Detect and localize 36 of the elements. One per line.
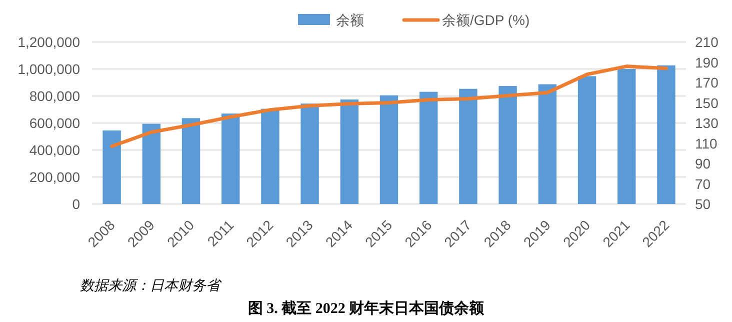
source-note: 数据来源：日本财务省 — [80, 277, 222, 293]
caption: 图 3. 截至 2022 财年末日本国债余额 — [248, 299, 486, 317]
y-tick-label: 400,000 — [29, 142, 80, 158]
bar — [142, 124, 161, 204]
bar — [102, 130, 121, 204]
bar — [261, 108, 280, 204]
y2-tick-label: 210 — [695, 34, 719, 50]
bar — [419, 92, 438, 204]
y-tick-label: 0 — [72, 196, 80, 212]
bar — [617, 69, 636, 204]
bar — [221, 114, 240, 204]
bar — [657, 65, 676, 204]
bar — [182, 118, 200, 204]
bar — [380, 95, 398, 204]
legend-label: 余额 — [336, 12, 364, 28]
bar — [498, 86, 517, 204]
y-tick-label: 1,000,000 — [18, 61, 80, 77]
bar — [538, 84, 557, 204]
y-tick-label: 1,200,000 — [18, 34, 80, 50]
y-tick-label: 200,000 — [29, 169, 80, 185]
line-series — [110, 64, 668, 148]
bar — [300, 104, 319, 204]
bar — [578, 76, 596, 204]
legend-label: 余额/GDP (%) — [442, 12, 530, 28]
y2-tick-label: 90 — [695, 156, 711, 172]
y2-tick-label: 130 — [695, 115, 719, 131]
bar — [340, 100, 359, 204]
bar — [459, 88, 478, 204]
y2-tick-label: 110 — [695, 135, 718, 152]
y-tick-label: 600,000 — [29, 115, 80, 131]
y2-tick-label: 170 — [695, 74, 719, 90]
y-tick-label: 800,000 — [29, 88, 80, 104]
y2-tick-label: 150 — [695, 94, 719, 111]
y2-tick-label: 190 — [695, 54, 719, 70]
y2-tick-label: 50 — [695, 196, 711, 212]
y2-tick-label: 70 — [695, 176, 711, 192]
